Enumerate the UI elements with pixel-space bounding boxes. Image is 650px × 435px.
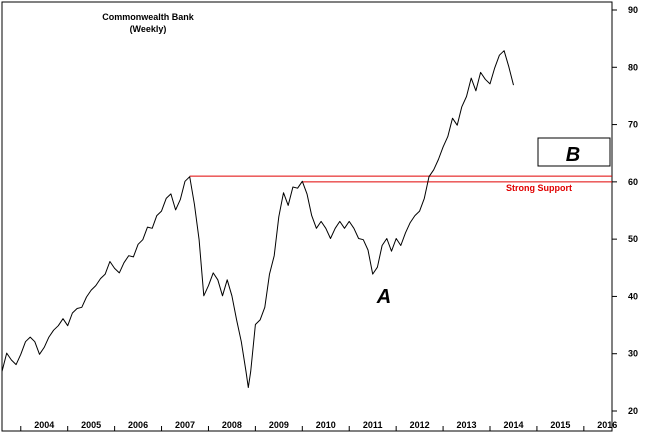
plot-frame bbox=[1, 1, 613, 432]
y-tick-label: 90 bbox=[628, 5, 638, 15]
x-tick-label: 2010 bbox=[316, 420, 336, 430]
y-tick-label: 60 bbox=[628, 177, 638, 187]
x-tick-label: 2012 bbox=[410, 420, 430, 430]
support-label: Strong Support bbox=[506, 183, 572, 193]
y-tick-label: 50 bbox=[628, 234, 638, 244]
chart-subtitle: (Weekly) bbox=[130, 24, 167, 34]
x-tick-label: 2009 bbox=[269, 420, 289, 430]
chart-marks: 20 30 40 50 60 70 80 90 2004 2005 2006 2007 2008 2009… bbox=[1, 5, 638, 431]
y-tick-label: 80 bbox=[628, 62, 638, 72]
x-tick-label: 2005 bbox=[81, 420, 101, 430]
y-tick-label: 70 bbox=[628, 120, 638, 130]
y-tick-label: 40 bbox=[628, 291, 638, 301]
x-tick-label: 2004 bbox=[34, 420, 54, 430]
marker-b-box bbox=[537, 137, 611, 167]
x-tick-label: 2011 bbox=[363, 420, 383, 430]
x-tick-label: 2013 bbox=[457, 420, 477, 430]
x-tick-label: 2014 bbox=[503, 420, 523, 430]
chart-title: Commonwealth Bank bbox=[102, 12, 195, 22]
x-tick-label: 2016 bbox=[597, 420, 617, 430]
x-tick-label: 2007 bbox=[175, 420, 195, 430]
x-tick-label: 2008 bbox=[222, 420, 242, 430]
y-tick-label: 20 bbox=[628, 406, 638, 416]
series-line-price bbox=[1, 50, 514, 388]
marker-b-label: B bbox=[566, 144, 580, 166]
x-tick-label: 2015 bbox=[550, 420, 570, 430]
marker-a-label: A bbox=[376, 286, 391, 308]
x-tick-label: 2006 bbox=[128, 420, 148, 430]
y-tick-label: 30 bbox=[628, 349, 638, 359]
